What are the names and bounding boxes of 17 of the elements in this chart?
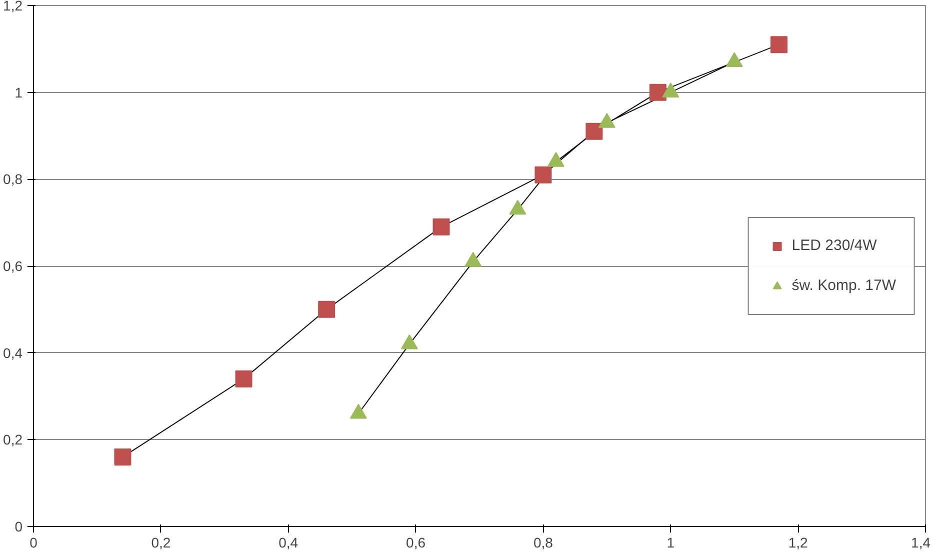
y-tick-label: 0 (14, 518, 23, 534)
x-tick-label: 1 (666, 534, 675, 550)
x-tick-label: 0 (30, 534, 38, 550)
y-tick-label: 1 (14, 84, 23, 100)
y-tick-label: 0,4 (3, 344, 23, 361)
y-tick-label: 0,6 (3, 258, 23, 274)
x-tick-label: 0,8 (533, 534, 554, 550)
legend-label: św. Komp. 17W (792, 277, 896, 294)
x-tick-label: 0,2 (151, 534, 171, 550)
x-tick-label: 1,4 (911, 534, 931, 550)
legend-label: LED 230/4W (792, 237, 877, 254)
x-tick-label: 0,6 (406, 534, 426, 550)
y-tick-label: 0,2 (3, 432, 23, 448)
y-tick-label: 1,2 (3, 0, 23, 14)
y-tick-label: 0,8 (3, 171, 23, 188)
x-tick-label: 1,2 (788, 534, 808, 550)
x-tick-label: 0,4 (278, 534, 298, 550)
